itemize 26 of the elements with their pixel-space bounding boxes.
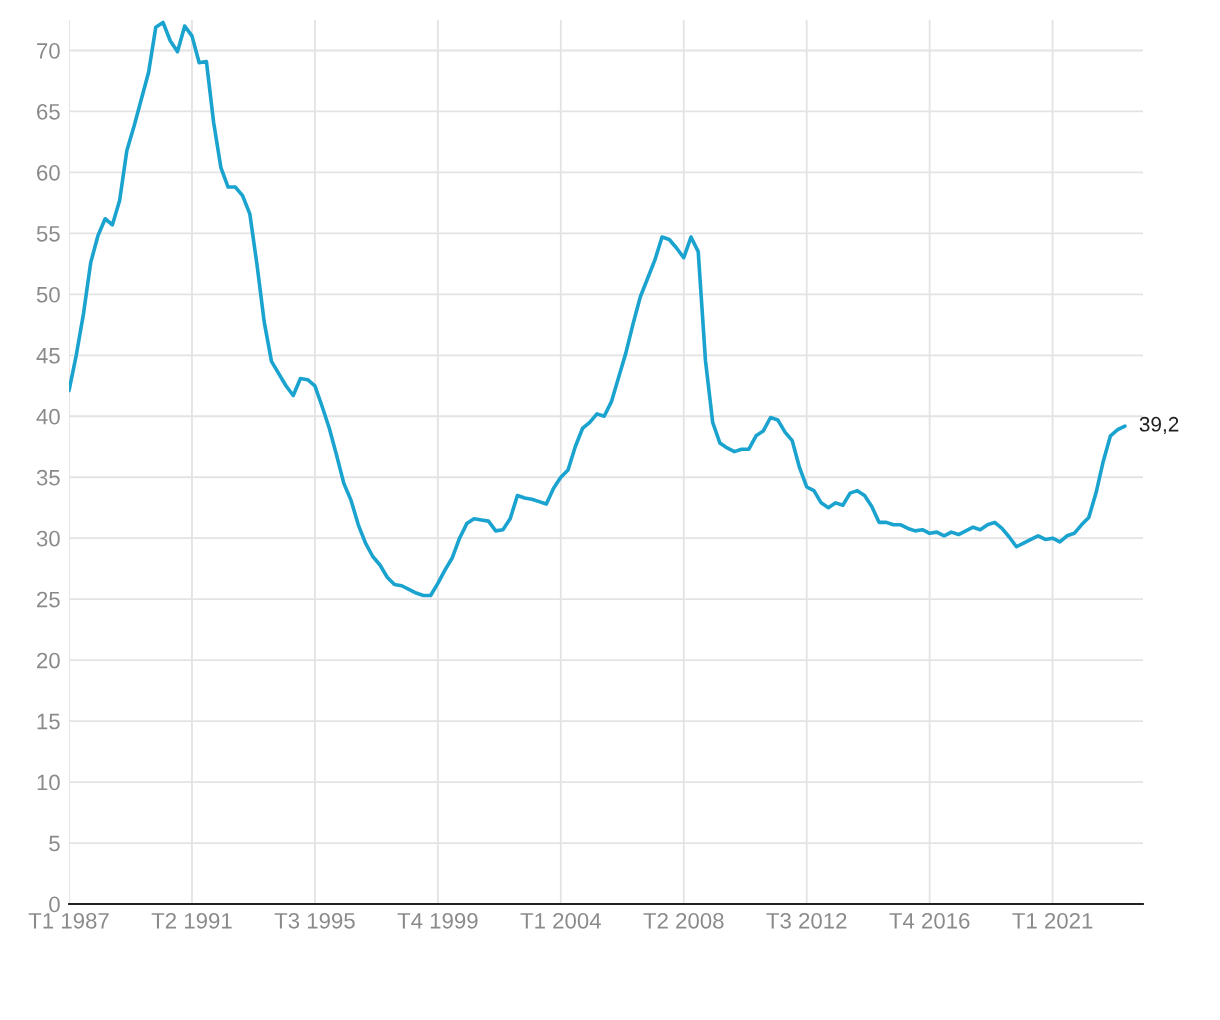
y-tick-label: 70 <box>37 43 60 59</box>
y-tick-label: 55 <box>36 226 60 242</box>
y-tick-label: 15 <box>37 713 60 730</box>
y-tick-label: 60 <box>37 164 60 181</box>
x-tick-label: T1 2004 <box>520 912 601 929</box>
y-tick-label: 35 <box>36 469 60 486</box>
x-tick-label: T2 2008 <box>643 912 724 929</box>
y-tick-label: 20 <box>37 652 60 669</box>
line-series <box>69 20 1127 598</box>
x-tick-label: T3 2012 <box>766 912 847 929</box>
x-tick-label: T4 1999 <box>397 912 478 929</box>
y-tick-label: 65 <box>37 103 60 120</box>
y-tick-label: 30 <box>36 530 60 547</box>
y-tick-label: 5 <box>49 835 60 852</box>
y-tick-label: 45 <box>36 348 60 364</box>
x-tick-label: T3 1995 <box>274 912 355 929</box>
y-tick-label: 10 <box>37 774 60 791</box>
x-tick-label: T2 1991 <box>151 912 232 929</box>
x-tick-label: T1 1987 <box>28 912 109 929</box>
x-tick-label: T1 2021 <box>1012 912 1093 929</box>
y-tick-label: 0 <box>49 896 60 913</box>
y-tick-label: 50 <box>36 286 60 303</box>
y-tick-label: 40 <box>36 408 60 425</box>
x-tick-label: T4 2016 <box>889 912 970 929</box>
y-tick-label: 25 <box>37 591 60 608</box>
data-label: 39,2 <box>1139 416 1179 435</box>
